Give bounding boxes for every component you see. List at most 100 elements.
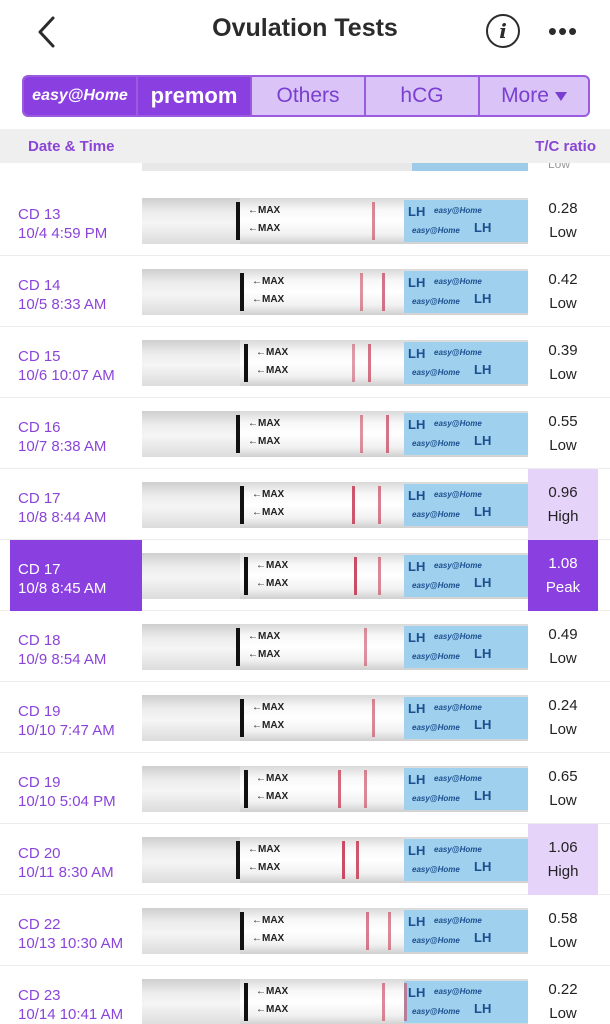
strip-lh-label: LH xyxy=(474,930,492,945)
test-strip-image: ←MAX ←MAX LH easy@Home LH easy@Home xyxy=(142,411,528,457)
caret-down-icon xyxy=(554,91,567,101)
strip-brand-label: easy@Home xyxy=(434,348,482,357)
test-row[interactable]: CD 20 10/11 8:30 AM ←MAX ←MAX LH easy@Home LH e… xyxy=(0,824,610,895)
strip-lh-area: LH easy@Home LH easy@Home xyxy=(404,768,528,810)
strip-brand-label: easy@Home xyxy=(434,632,482,641)
test-row[interactable]: CD 22 10/13 10:30 AM ←MAX ←MAX LH easy@Home LH… xyxy=(0,895,610,966)
strip-brand-label: easy@Home xyxy=(434,916,482,925)
strip-lh-label: LH xyxy=(408,843,426,858)
test-line-mark xyxy=(368,344,371,382)
strip-lh-label: LH xyxy=(408,204,426,219)
strip-lh-label: LH xyxy=(408,985,426,1000)
test-line-mark xyxy=(404,983,407,1021)
strip-handle xyxy=(142,198,240,244)
test-datetime: 10/8 8:45 AM xyxy=(18,580,107,597)
test-list[interactable]: Low CD 13 10/4 4:59 PM ←MAX ←MAX LH easy@Home… xyxy=(0,163,610,1024)
tab-more[interactable]: More xyxy=(480,77,588,115)
test-row[interactable]: CD 14 10/5 8:33 AM ←MAX ←MAX LH easy@Home LH ea… xyxy=(0,256,610,327)
tab-others[interactable]: Others xyxy=(252,77,366,115)
tc-ratio-value: 0.49 xyxy=(548,626,578,643)
test-line-mark xyxy=(372,202,375,240)
strip-brand-label: easy@Home xyxy=(434,419,482,428)
strip-lh-area: LH easy@Home LH easy@Home xyxy=(404,484,528,526)
test-strip-image: ←MAX ←MAX LH easy@Home LH easy@Home xyxy=(142,198,528,244)
strip-lh-area: LH easy@Home LH easy@Home xyxy=(404,271,528,313)
strip-max-label: ←MAX xyxy=(256,365,289,376)
strip-lh-label: LH xyxy=(474,717,492,732)
test-line-mark xyxy=(382,273,385,311)
strip-lh-label: LH xyxy=(474,575,492,590)
strip-brand-label: easy@Home xyxy=(434,277,482,286)
tc-ratio-value: 1.06 xyxy=(548,839,578,856)
test-row[interactable]: CD 18 10/9 8:54 AM ←MAX ←MAX LH easy@Home LH ea… xyxy=(0,611,610,682)
strip-max-label: ←MAX xyxy=(248,418,281,429)
lh-level: Low xyxy=(549,1005,577,1022)
test-line-mark xyxy=(382,983,385,1021)
tc-ratio-value: 0.24 xyxy=(548,697,578,714)
test-row[interactable]: CD 17 10/8 8:44 AM ←MAX ←MAX LH easy@Home LH ea… xyxy=(0,469,610,540)
cycle-day: CD 22 xyxy=(18,916,61,933)
tab-hcg[interactable]: hCG xyxy=(366,77,480,115)
strip-lh-area: LH easy@Home LH easy@Home xyxy=(404,697,528,739)
strip-lh-label: LH xyxy=(408,914,426,929)
row-date: CD 17 10/8 8:45 AM xyxy=(18,560,106,598)
strip-max-bar xyxy=(244,770,248,808)
strip-max-label: ←MAX xyxy=(248,631,281,642)
lh-level: Low xyxy=(549,721,577,738)
strip-brand-label: easy@Home xyxy=(412,652,460,661)
test-line-mark xyxy=(364,770,367,808)
test-line-mark xyxy=(388,912,391,950)
strip-max-label: ←MAX xyxy=(248,436,281,447)
strip-max-bar xyxy=(240,912,244,950)
strip-max-label: ←MAX xyxy=(248,205,281,216)
test-line-mark xyxy=(338,770,341,808)
strip-max-label: ←MAX xyxy=(256,347,289,358)
tc-ratio-value: 0.22 xyxy=(548,981,578,998)
test-row[interactable]: CD 17 10/8 8:45 AM ←MAX ←MAX LH easy@Home LH ea… xyxy=(0,540,610,611)
lh-level: High xyxy=(547,508,579,525)
strip-brand-label: easy@Home xyxy=(412,510,460,519)
column-date-time: Date & Time xyxy=(28,138,115,155)
strip-lh-label: LH xyxy=(408,346,426,361)
test-row[interactable]: CD 13 10/4 4:59 PM ←MAX ←MAX LH easy@Home LH ea… xyxy=(0,185,610,256)
row-date: CD 16 10/7 8:38 AM xyxy=(18,418,106,456)
tab-premom[interactable]: premom xyxy=(138,77,252,115)
strip-handle xyxy=(142,766,240,812)
cycle-day: CD 18 xyxy=(18,632,61,649)
test-row[interactable]: CD 16 10/7 8:38 AM ←MAX ←MAX LH easy@Home LH ea… xyxy=(0,398,610,469)
cycle-day: CD 14 xyxy=(18,277,61,294)
test-line-mark xyxy=(354,557,357,595)
strip-max-bar xyxy=(244,983,248,1021)
test-row[interactable]: CD 19 10/10 5:04 PM ←MAX ←MAX LH easy@Home LH e… xyxy=(0,753,610,824)
test-row[interactable]: CD 23 10/14 10:41 AM ←MAX ←MAX LH easy@Home LH… xyxy=(0,966,610,1024)
tc-ratio-cell: 0.28 Low xyxy=(528,185,598,256)
more-options-icon[interactable]: ••• xyxy=(547,15,579,46)
partial-row-level: Low xyxy=(548,163,571,171)
tc-ratio-cell: 0.42 Low xyxy=(528,256,598,327)
back-button[interactable] xyxy=(28,12,64,52)
tab-easy-home[interactable]: easy@Home xyxy=(24,77,138,115)
tc-ratio-cell: 0.24 Low xyxy=(528,682,598,753)
strip-handle xyxy=(142,340,240,386)
info-icon[interactable]: i xyxy=(486,14,520,48)
test-datetime: 10/10 5:04 PM xyxy=(18,793,116,810)
strip-lh-label: LH xyxy=(408,630,426,645)
strip-max-bar xyxy=(244,557,248,595)
strip-lh-label: LH xyxy=(474,788,492,803)
strip-max-label: ←MAX xyxy=(252,702,285,713)
strip-brand-label: easy@Home xyxy=(412,1007,460,1016)
strip-lh-label: LH xyxy=(408,417,426,432)
strip-lh-area: LH easy@Home LH easy@Home xyxy=(404,839,528,881)
strip-lh-label: LH xyxy=(408,701,426,716)
test-row[interactable]: CD 19 10/10 7:47 AM ←MAX ←MAX LH easy@Home LH e… xyxy=(0,682,610,753)
test-row[interactable]: CD 15 10/6 10:07 AM ←MAX ←MAX LH easy@Home LH e… xyxy=(0,327,610,398)
test-datetime: 10/5 8:33 AM xyxy=(18,296,107,313)
tc-ratio-value: 0.42 xyxy=(548,271,578,288)
strip-brand-label: easy@Home xyxy=(434,561,482,570)
strip-lh-area: LH easy@Home LH easy@Home xyxy=(404,413,528,455)
strip-handle xyxy=(142,482,240,528)
test-line-mark xyxy=(378,486,381,524)
strip-lh-label: LH xyxy=(474,220,492,235)
strip-max-bar xyxy=(236,415,240,453)
strip-lh-area: LH easy@Home LH easy@Home xyxy=(404,200,528,242)
